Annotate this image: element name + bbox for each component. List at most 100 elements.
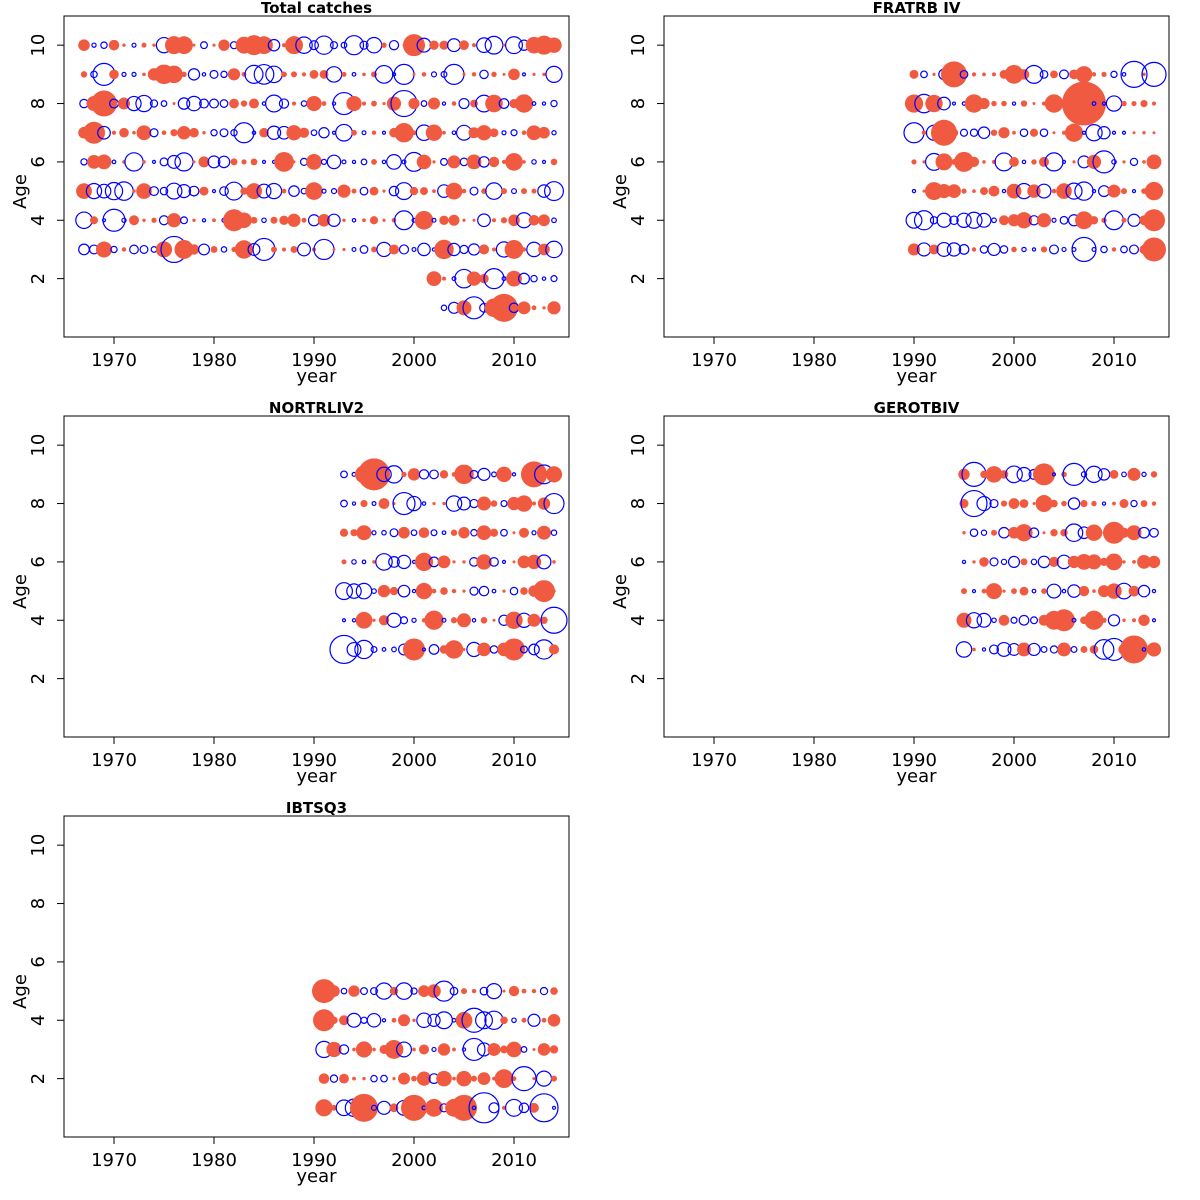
bubble-negative bbox=[1001, 559, 1006, 564]
bubble-positive bbox=[503, 638, 525, 660]
bubble-negative bbox=[341, 471, 348, 478]
bubble-negative bbox=[115, 182, 133, 200]
bubble-positive bbox=[328, 985, 340, 997]
bubble-negative bbox=[992, 618, 996, 622]
bubble-positive bbox=[1147, 155, 1162, 170]
bubble-positive bbox=[999, 215, 1009, 225]
y-tick-label: 2 bbox=[28, 273, 49, 284]
bubble-positive bbox=[1015, 524, 1032, 541]
bubble-negative bbox=[347, 584, 361, 598]
bubble-positive bbox=[972, 189, 976, 193]
bubble-positive bbox=[1142, 131, 1145, 134]
x-axis-label: year bbox=[896, 366, 937, 387]
bubble-positive bbox=[291, 71, 297, 77]
bubble-positive bbox=[1112, 502, 1116, 506]
bubble-negative bbox=[953, 102, 956, 105]
bubble-positive bbox=[1121, 188, 1127, 194]
bubble-positive bbox=[389, 244, 399, 254]
bubble-positive bbox=[422, 72, 427, 77]
bubble-positive bbox=[532, 989, 536, 993]
x-tick-label: 2000 bbox=[391, 1150, 437, 1171]
y-tick-label: 8 bbox=[628, 98, 649, 109]
bubble-positive bbox=[533, 1048, 536, 1051]
bubble-positive bbox=[282, 189, 287, 194]
bubble-negative bbox=[1022, 160, 1025, 163]
bubble-positive bbox=[515, 94, 533, 112]
bubble-positive bbox=[348, 985, 359, 996]
bubble-positive bbox=[371, 101, 377, 107]
bubble-positive bbox=[502, 589, 505, 592]
bubble-positive bbox=[1142, 160, 1146, 164]
bubble-positive bbox=[1031, 159, 1036, 164]
bubble-positive bbox=[471, 1076, 477, 1082]
y-tick-label: 4 bbox=[628, 615, 649, 626]
bubble-negative bbox=[542, 102, 545, 105]
bubble-positive bbox=[1138, 615, 1149, 626]
x-tick-label: 1980 bbox=[791, 750, 837, 771]
bubble-negative bbox=[999, 528, 1009, 538]
bubble-negative bbox=[1108, 615, 1119, 626]
bubble-negative bbox=[970, 129, 977, 136]
bubble-negative bbox=[532, 531, 536, 535]
bubble-positive bbox=[552, 560, 556, 564]
bubble-negative bbox=[387, 155, 402, 170]
bubble-positive bbox=[1045, 94, 1063, 112]
bubble-negative bbox=[398, 585, 410, 597]
bubble-negative bbox=[1092, 248, 1096, 252]
y-axis-label: Age bbox=[10, 974, 31, 1009]
bubble-positive bbox=[279, 216, 288, 225]
bubble-positive bbox=[1053, 131, 1056, 134]
bubble-positive bbox=[241, 159, 246, 164]
bubble-positive bbox=[551, 1076, 557, 1082]
bubble-positive bbox=[542, 73, 545, 76]
bubble-negative bbox=[506, 37, 523, 54]
bubble-positive bbox=[508, 69, 520, 81]
bubble-negative bbox=[442, 618, 446, 622]
bubble-negative bbox=[262, 218, 266, 222]
bubble-negative bbox=[394, 64, 414, 84]
bubble-positive bbox=[950, 129, 958, 137]
bubble-positive bbox=[492, 247, 496, 251]
bubble-positive bbox=[1120, 635, 1148, 663]
bubble-positive bbox=[255, 36, 273, 54]
bubble-positive bbox=[371, 71, 377, 77]
bubble-positive bbox=[152, 43, 155, 46]
bubble-positive bbox=[394, 123, 413, 142]
bubble-positive bbox=[999, 615, 1010, 626]
bubble-positive bbox=[451, 1095, 477, 1121]
x-tick-label: 1970 bbox=[91, 1150, 137, 1171]
bubble-positive bbox=[305, 182, 323, 200]
bubble-negative bbox=[136, 95, 152, 111]
bubble-positive bbox=[249, 99, 259, 109]
panel-4: GEROTBIV1970 1980 1990 2000 2010246810yearAg… bbox=[610, 399, 1169, 787]
bubble-negative bbox=[366, 37, 381, 52]
bubble-negative bbox=[362, 560, 366, 564]
bubble-negative bbox=[532, 102, 536, 106]
bubble-positive bbox=[438, 556, 451, 569]
bubble-positive bbox=[452, 589, 456, 593]
bubble-positive bbox=[462, 73, 465, 76]
bubble-positive bbox=[434, 240, 453, 259]
bubble-positive bbox=[1132, 560, 1136, 564]
bubble-negative bbox=[352, 219, 355, 222]
bubble-positive bbox=[346, 96, 361, 111]
bubble-positive bbox=[1065, 124, 1083, 142]
bubble-negative bbox=[160, 158, 168, 166]
bubble-positive bbox=[538, 244, 550, 256]
bubble-negative bbox=[341, 500, 348, 507]
bubble-positive bbox=[452, 1048, 456, 1052]
bubble-positive bbox=[151, 218, 156, 223]
bubble-negative bbox=[112, 160, 116, 164]
bubble-negative bbox=[1083, 131, 1086, 134]
bubble-negative bbox=[1068, 585, 1080, 597]
bubble-positive bbox=[271, 217, 278, 224]
bubble-positive bbox=[122, 247, 126, 251]
bubble-negative bbox=[431, 530, 437, 536]
bubble-negative bbox=[512, 189, 517, 194]
bubble-positive bbox=[538, 214, 550, 226]
bubble-negative bbox=[372, 502, 376, 506]
y-tick-label: 8 bbox=[28, 898, 49, 909]
bubble-positive bbox=[236, 212, 252, 228]
bubble-positive bbox=[1060, 529, 1067, 536]
bubble-negative bbox=[478, 214, 491, 227]
